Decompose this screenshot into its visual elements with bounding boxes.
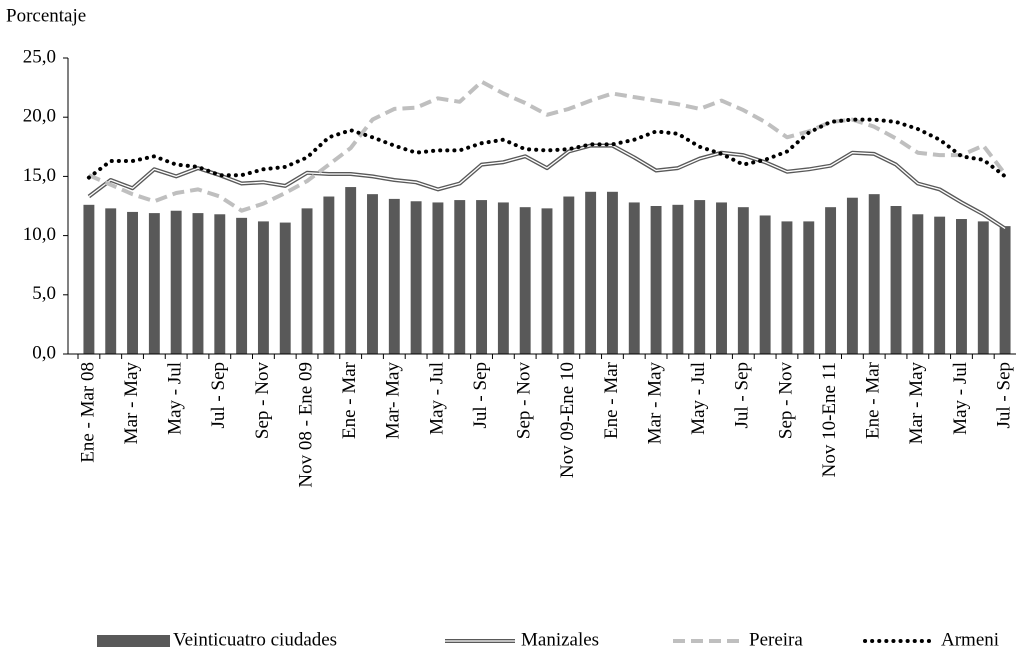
bar <box>650 206 662 354</box>
x-tick-label: May - Jul <box>688 362 709 435</box>
bar <box>323 196 335 354</box>
y-tick-label: 25,0 <box>23 46 56 67</box>
y-tick-label: 0,0 <box>32 342 56 363</box>
bar <box>694 200 706 354</box>
bar <box>301 208 313 354</box>
bar <box>563 196 575 354</box>
y-tick-label: 5,0 <box>32 283 56 304</box>
legend-label: Manizales <box>521 629 599 650</box>
bar <box>825 207 837 354</box>
x-tick-label: Mar- May <box>383 362 404 440</box>
line-inner <box>88 144 1006 230</box>
x-tick-label: May - Jul <box>426 362 447 435</box>
x-tick-label: Ene - Mar <box>863 361 884 439</box>
bar <box>737 207 749 354</box>
bar <box>672 204 684 354</box>
x-tick-label: Sep - Nov <box>252 362 273 440</box>
bar <box>999 226 1011 354</box>
bar <box>934 216 946 354</box>
x-tick-label: Jul - Sep <box>993 362 1014 429</box>
x-tick-label: Nov 08 - Ene 09 <box>295 362 316 488</box>
bar <box>148 213 160 354</box>
y-tick-label: 20,0 <box>23 106 56 127</box>
x-tick-label: Nov 09-Ene 10 <box>557 362 578 478</box>
bar <box>497 202 509 354</box>
y-tick-label: 15,0 <box>23 165 56 186</box>
bar <box>127 211 138 354</box>
bar <box>454 200 466 354</box>
legend-label: Armeni <box>941 629 999 650</box>
bar <box>192 213 204 354</box>
x-tick-label: Ene - Mar <box>339 361 360 439</box>
x-tick-label: May - Jul <box>165 362 186 435</box>
bar <box>388 198 400 354</box>
bar <box>759 215 771 354</box>
y-axis-label: Porcentaje <box>6 5 86 26</box>
y-tick-label: 10,0 <box>23 224 56 245</box>
legend-label: Pereira <box>749 629 803 650</box>
bar <box>912 214 924 354</box>
legend-swatch <box>97 635 170 647</box>
bar <box>345 187 357 354</box>
bar <box>279 222 291 354</box>
x-tick-label: Jul - Sep <box>732 362 753 429</box>
x-tick-label: May - Jul <box>950 362 971 435</box>
x-tick-label: Mar - May <box>906 362 927 445</box>
bar <box>541 208 553 354</box>
bar <box>519 207 531 354</box>
bar <box>868 194 880 354</box>
x-tick-label: Sep - Nov <box>514 362 535 440</box>
bar <box>257 221 269 354</box>
bar <box>170 210 182 354</box>
x-tick-label: Nov 10-Ene 11 <box>819 362 840 477</box>
bar <box>476 200 488 354</box>
bar <box>83 204 95 354</box>
bar <box>410 201 422 354</box>
bar <box>977 221 989 354</box>
bar <box>214 214 226 354</box>
x-tick-label: Mar - May <box>644 362 665 445</box>
bar <box>716 202 727 354</box>
x-tick-label: Sep - Nov <box>775 362 796 440</box>
bar <box>432 202 444 354</box>
line <box>86 117 1008 180</box>
bar <box>956 219 967 354</box>
x-tick-label: Jul - Sep <box>470 362 491 429</box>
bar <box>606 191 618 354</box>
bar <box>105 208 117 354</box>
bar <box>803 221 815 354</box>
x-tick-label: Ene - Mar 08 <box>77 362 98 463</box>
line <box>88 79 1007 213</box>
x-tick-label: Jul - Sep <box>208 362 229 429</box>
x-tick-label: Ene - Mar <box>601 361 622 439</box>
x-tick-label: Mar - May <box>121 362 142 445</box>
bar <box>781 221 793 354</box>
bar <box>628 202 640 354</box>
bar <box>890 206 902 354</box>
bar <box>236 217 248 354</box>
bar <box>367 194 378 354</box>
bar <box>585 191 597 354</box>
legend-label: Veinticuatro ciudades <box>173 629 337 650</box>
bar <box>846 197 858 354</box>
